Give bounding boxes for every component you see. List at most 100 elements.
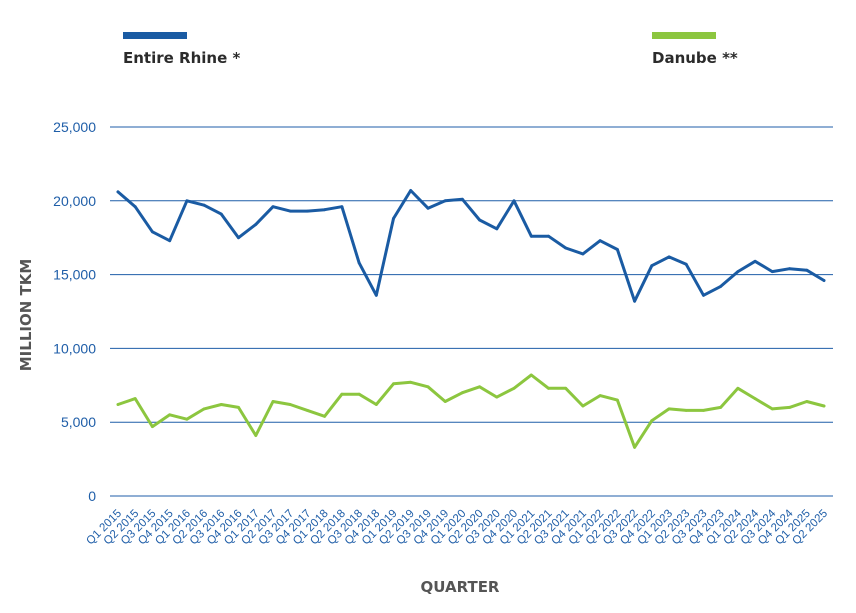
data-point xyxy=(237,236,240,240)
data-point xyxy=(426,206,430,210)
data-point xyxy=(822,404,826,408)
y-tick-label: 20,000 xyxy=(53,193,96,209)
data-point xyxy=(168,413,172,417)
data-point xyxy=(753,397,757,400)
data-point xyxy=(650,264,654,268)
y-tick-label: 5,000 xyxy=(61,414,96,430)
data-point xyxy=(202,203,206,207)
data-point xyxy=(392,382,395,386)
y-axis-title: MILLION TKM xyxy=(17,259,35,372)
data-point xyxy=(392,217,395,220)
data-point xyxy=(340,392,344,396)
data-point xyxy=(340,205,344,209)
data-point xyxy=(616,398,619,402)
data-point xyxy=(547,234,550,238)
data-point xyxy=(633,299,636,303)
data-point xyxy=(185,417,189,421)
legend: Entire Rhine * Danube ** xyxy=(123,32,738,67)
data-point xyxy=(478,385,481,389)
data-point xyxy=(323,414,326,418)
legend-label-entire-rhine: Entire Rhine * xyxy=(123,49,240,67)
data-point xyxy=(719,285,723,288)
y-tick-label: 0 xyxy=(88,488,96,504)
data-point xyxy=(547,386,550,390)
series-layer xyxy=(116,189,826,449)
legend-item-danube: Danube ** xyxy=(652,32,738,67)
data-point xyxy=(151,230,154,234)
data-point xyxy=(616,248,619,251)
data-point xyxy=(495,395,499,399)
series-danube xyxy=(116,373,826,449)
data-point xyxy=(478,218,481,222)
data-point xyxy=(409,380,413,384)
data-point xyxy=(254,223,258,226)
y-tick-label: 15,000 xyxy=(53,267,96,283)
legend-swatch-danube xyxy=(652,32,716,39)
data-point xyxy=(598,394,602,397)
data-point xyxy=(581,404,585,408)
data-point xyxy=(133,397,137,400)
data-point xyxy=(461,391,464,395)
data-point xyxy=(719,406,723,409)
y-axis-ticks: 0 5,000 10,000 15,000 20,000 25,000 xyxy=(53,119,96,504)
data-point xyxy=(805,400,809,403)
series-line xyxy=(116,189,826,303)
data-point xyxy=(702,293,705,297)
legend-swatch-entire-rhine xyxy=(123,32,187,39)
data-point xyxy=(202,407,206,411)
data-point xyxy=(684,409,688,412)
data-point xyxy=(409,189,413,192)
data-point xyxy=(650,419,654,423)
data-point xyxy=(133,205,137,209)
data-point xyxy=(788,406,791,409)
data-point xyxy=(461,197,464,201)
data-point xyxy=(185,199,189,203)
data-point xyxy=(151,425,154,428)
data-point xyxy=(581,252,585,256)
data-point xyxy=(822,279,826,282)
data-point xyxy=(770,270,774,273)
data-point xyxy=(219,212,223,216)
data-point xyxy=(512,386,516,390)
data-point xyxy=(684,262,688,266)
data-point xyxy=(116,190,120,194)
data-point xyxy=(564,246,568,250)
data-point xyxy=(512,199,516,203)
data-point xyxy=(219,403,223,406)
y-tick-label: 10,000 xyxy=(53,340,96,356)
data-point xyxy=(168,239,172,243)
data-point xyxy=(288,209,292,213)
data-point xyxy=(770,407,774,411)
series-entire-rhine xyxy=(116,189,826,303)
data-point xyxy=(529,234,533,238)
data-point xyxy=(667,255,671,259)
data-point xyxy=(633,445,636,449)
data-point xyxy=(736,270,740,273)
data-point xyxy=(254,434,258,437)
data-point xyxy=(374,293,378,297)
data-point xyxy=(702,409,705,412)
data-point xyxy=(495,227,499,231)
data-point xyxy=(374,403,378,406)
y-tick-label: 25,000 xyxy=(53,119,96,135)
data-point xyxy=(529,373,533,377)
data-point xyxy=(443,199,447,203)
data-point xyxy=(736,386,740,390)
legend-item-entire-rhine: Entire Rhine * xyxy=(123,32,240,67)
data-point xyxy=(271,205,275,209)
data-point xyxy=(805,268,809,272)
x-axis-title: QUARTER xyxy=(421,578,500,596)
data-point xyxy=(323,208,326,212)
data-point xyxy=(443,400,447,403)
legend-label-danube: Danube ** xyxy=(652,49,738,67)
gridlines xyxy=(110,126,833,497)
data-point xyxy=(116,403,120,406)
data-point xyxy=(237,406,240,409)
data-point xyxy=(271,400,275,403)
data-point xyxy=(564,386,568,390)
data-point xyxy=(788,267,791,271)
data-point xyxy=(357,392,361,396)
data-point xyxy=(598,239,602,243)
